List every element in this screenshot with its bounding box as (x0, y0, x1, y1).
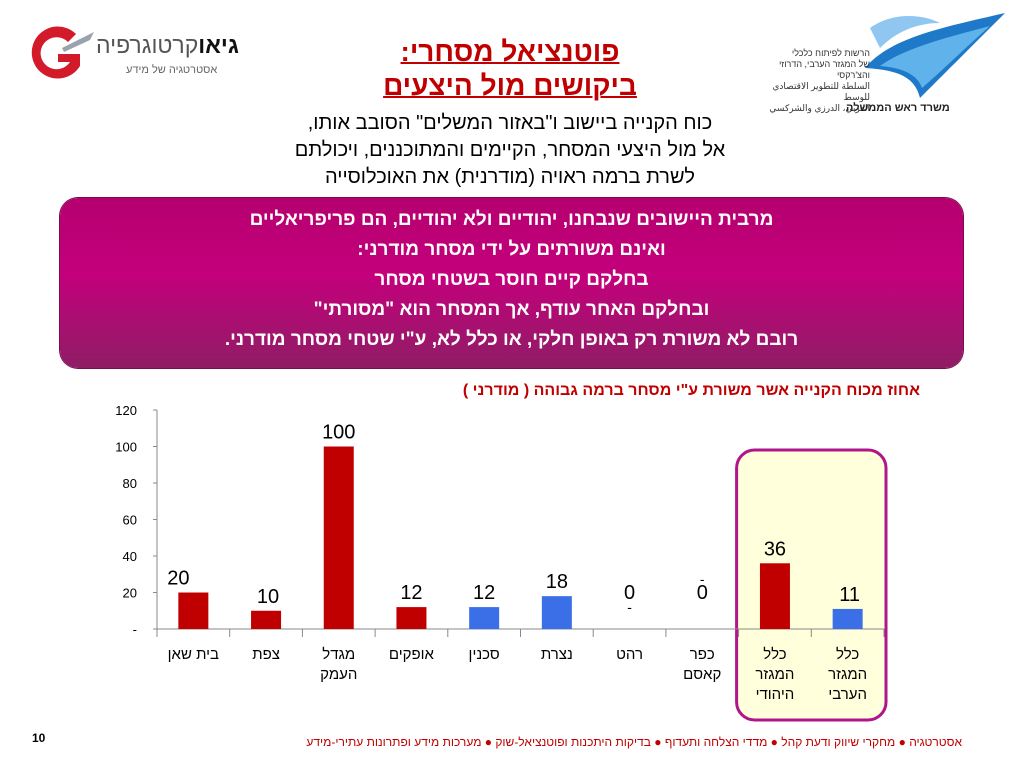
bar-10 (832, 608, 863, 629)
value-label-4: 12 (400, 582, 422, 604)
finding-line-1: מרבית היישובים שנבחנו, יהודיים ולא יהודי… (249, 209, 774, 230)
geocartography-g-icon (31, 26, 94, 79)
y-tick-label: 60 (123, 513, 137, 528)
value-label-3: 100 (322, 422, 355, 444)
category-label: נצרת (541, 646, 573, 663)
authority-line-4: العربي، الدرزي والشركسي (769, 103, 870, 113)
y-tick-label: 40 (123, 549, 137, 564)
slide-title-line-1: פוטנציאל מסחרי: (400, 36, 620, 67)
category-label: בית שאן (168, 646, 219, 663)
logo-brand-text: גיאוקרטוגרפיה (96, 32, 239, 58)
y-tick-label: 100 (115, 440, 137, 455)
category-label: קאסם (683, 666, 721, 683)
category-label: כפר (690, 646, 715, 663)
chart-title: אחוז מכוח הקנייה אשר משורת ע"י מסחר ברמה… (462, 382, 920, 399)
category-label: העמק (320, 666, 357, 683)
category-label: כלל (763, 646, 786, 663)
value-label-2: 10 (257, 586, 279, 608)
value-label-9: 36 (764, 538, 786, 560)
finding-line-3: בחלקם קיים חוסר בשטחי מסחר (374, 269, 649, 290)
page-number: 10 (32, 731, 46, 745)
logo-tagline: אסטרטגיה של מידע (126, 64, 218, 76)
zero-dash-mark: - (627, 599, 632, 615)
value-label-8: 0 (697, 582, 708, 604)
authority-line-2: של המגזר הערבי, הדרוזי והצ'רקסי (778, 59, 870, 80)
value-label-1: 20 (167, 568, 189, 590)
authority-wing-icon (865, 13, 1005, 98)
value-label-10: 11 (839, 584, 860, 606)
y-tick-label: 80 (123, 476, 137, 491)
footer-services-line: אסטרטגיה ● מחקרי שיווק ודעת קהל ● מדדי ה… (306, 735, 962, 749)
bar-1 (178, 592, 209, 629)
geocartography-logo: גיאוקרטוגרפיה אסטרטגיה של מידע (18, 22, 239, 82)
category-label: כלל (836, 646, 859, 663)
category-label: סכנין (469, 646, 500, 663)
authority-line-3: السلطة للتطوير الاقتصادي للوسط (772, 81, 870, 102)
value-label-5: 12 (473, 582, 495, 604)
bar-2 (251, 610, 282, 629)
authority-logo: הרשות לפיתוח כלכלי של המגזר הערבי, הדרוז… (760, 8, 1010, 118)
bar-9 (759, 563, 790, 629)
intro-line-1: כוח הקנייה ביישוב ו"באזור המשלים" הסובב … (307, 112, 713, 134)
category-label: המגזר (828, 666, 867, 683)
finding-line-2: ואינם משורתים על ידי מסחר מודרני: (357, 239, 666, 260)
bar-3 (323, 446, 354, 629)
slide-title-line-2: ביקושים מול היצעים (383, 70, 637, 101)
category-label: הערבי (828, 686, 867, 703)
category-label: אופקים (389, 646, 435, 663)
y-tick-label: 20 (123, 586, 137, 601)
category-label: המגזר (755, 666, 794, 683)
category-label: היהודי (756, 686, 795, 703)
category-label: מגדל (322, 646, 355, 663)
category-label: רהט (616, 646, 643, 663)
category-label: צפת (252, 646, 280, 663)
highlight-group-frame (735, 448, 888, 722)
authority-name-lines: הרשות לפיתוח כלכלי של המגזר הערבי, הדרוז… (760, 48, 870, 114)
authority-line-1: הרשות לפיתוח כלכלי (791, 48, 870, 58)
intro-line-2: אל מול היצעי המסחר, הקיימים והמתוכננים, … (294, 139, 726, 161)
bar-6 (541, 596, 572, 629)
prime-minister-office-label: משרד ראש הממשלה (846, 102, 950, 114)
bar-4 (396, 607, 427, 629)
value-label-7: 0 (624, 582, 635, 604)
intro-text: כוח הקנייה ביישוב ו"באזור המשלים" הסובב … (200, 110, 820, 191)
bar-5 (469, 607, 500, 629)
finding-line-4: ובחלקם האחר עודף, אך המסחר הוא "מסורתי" (313, 299, 710, 320)
value-label-6: 18 (546, 571, 568, 593)
findings-highlight-box: מרבית היישובים שנבחנו, יהודיים ולא יהודי… (60, 198, 963, 368)
zero-dash-mark: - (700, 571, 705, 587)
intro-line-3: לשרת ברמה ראויה (מודרנית) את האוכלוסייה (325, 166, 695, 188)
y-tick-label: 120 (115, 403, 137, 418)
finding-line-5: רובם לא משורת רק באופן חלקי, או כלל לא, … (224, 329, 799, 350)
y-tick-label: - (133, 622, 137, 637)
